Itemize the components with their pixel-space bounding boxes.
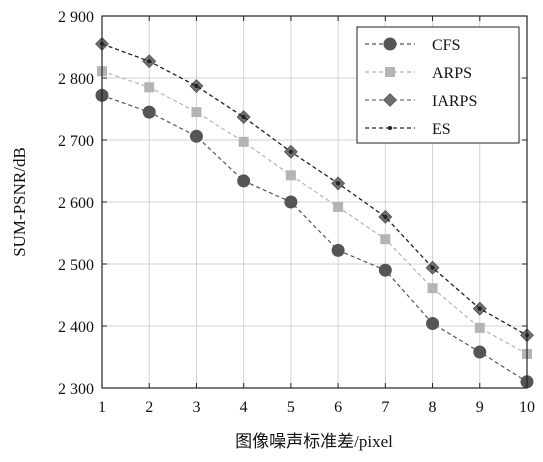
y-tick-label: 2 900 [58,9,94,26]
data-point-es [194,84,199,89]
series-cfs [95,88,534,389]
y-tick-label: 2 500 [58,257,94,274]
legend: CFS ARPS IARPS ES [356,26,520,144]
x-tick-label: 7 [381,399,389,416]
data-point-arps [427,283,438,294]
legend-marker-cfs [383,37,397,51]
legend-label-cfs: CFS [432,37,460,54]
data-point-es [430,265,435,270]
series-line-cfs [101,94,528,383]
data-point-arps [144,82,155,93]
x-tick-label: 8 [429,399,437,416]
y-axis-label: SUM-PSNR/dB [10,147,29,257]
data-point-cfs [142,105,156,119]
legend-marker-arps [385,67,395,77]
legend-item-arps: ARPS [365,65,472,82]
series-es [100,41,529,338]
data-point-cfs [237,174,251,188]
data-point-arps [191,107,202,118]
x-tick-label: 10 [519,399,535,416]
legend-item-cfs: CFS [365,37,460,54]
legend-label-arps: ARPS [432,65,472,82]
y-tick-label: 2 700 [58,133,94,150]
legend-label-es: ES [432,121,451,138]
data-point-arps [238,136,249,147]
legend-marker-iarps [383,93,397,107]
y-tick-label: 2 800 [58,71,94,88]
x-tick-label: 3 [192,399,200,416]
tick-layer: 1 2 3 4 5 6 7 8 9 10 2 300 2 400 2 500 2 600 2 700 2 80… [58,9,535,416]
legend-marker-es [388,126,392,130]
x-tick-label: 1 [98,399,106,416]
data-point-cfs [331,243,345,257]
series-line-es [101,43,528,336]
data-point-arps [474,322,485,333]
data-point-es [241,115,246,120]
data-point-cfs [378,263,392,277]
x-tick-label: 5 [287,399,295,416]
x-tick-label: 9 [476,399,484,416]
x-tick-label: 4 [240,399,248,416]
data-point-es [147,59,152,64]
data-point-arps [333,201,344,212]
legend-item-iarps: IARPS [365,93,477,110]
series-line-arps [101,70,528,355]
y-tick-label: 2 300 [58,381,94,398]
data-point-cfs [189,129,203,143]
data-point-es [477,306,482,311]
data-point-arps [380,234,391,245]
data-point-cfs [426,317,440,331]
legend-label-iarps: IARPS [432,93,477,110]
data-point-es [288,149,293,154]
x-axis-label: 图像噪声标准差/pixel [235,432,393,451]
data-point-es [383,214,388,219]
data-point-cfs [473,345,487,359]
data-point-cfs [284,195,298,209]
data-point-es [336,181,341,186]
y-tick-label: 2 400 [58,319,94,336]
legend-item-es: ES [365,121,451,138]
x-tick-label: 2 [145,399,153,416]
data-point-arps [285,170,296,181]
y-tick-label: 2 600 [58,195,94,212]
x-tick-label: 6 [334,399,342,416]
